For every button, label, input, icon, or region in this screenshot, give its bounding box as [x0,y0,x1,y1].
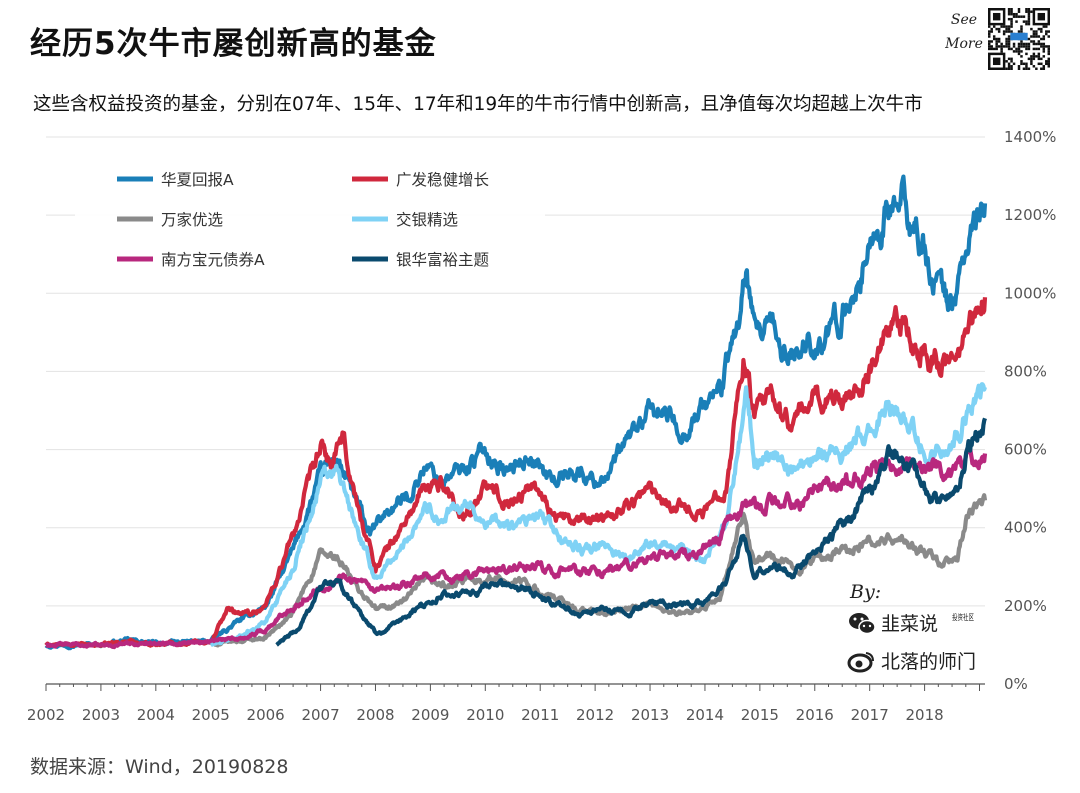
chart-subtitle: 这些含权益投资的基金，分别在07年、15年、17年和19年的牛市行情中创新高，且… [33,94,923,115]
x-tick-label: 2012 [576,706,614,724]
x-tick-label: 2003 [82,706,120,724]
y-tick-label: 1000% [1004,284,1056,302]
y-tick-label: 800% [1004,362,1047,380]
data-source: 数据来源：Wind，20190828 [30,756,289,778]
weibo-icon [847,652,874,673]
qr-code-graphic [988,8,1050,70]
y-tick-label: 0% [1004,675,1028,693]
y-tick-label: 200% [1004,597,1047,615]
y-tick-label: 1400% [1004,128,1056,146]
series-line [44,174,988,651]
x-tick-label: 2010 [466,706,504,724]
legend-label: 银华富裕主题 [396,251,489,269]
chart-title: 经历5次牛市屡创新高的基金 [30,26,437,62]
see-more-label: See More [945,12,983,52]
x-tick-label: 2011 [521,706,559,724]
x-tick-label: 2004 [137,706,175,724]
series-line [44,445,988,650]
credits-by: By: [849,581,881,603]
wechat-account-tag: 投资社区 [952,612,974,622]
x-tick-label: 2018 [906,706,944,724]
x-tick-label: 2017 [851,706,889,724]
series-line [209,382,988,647]
x-tick-label: 2007 [301,706,339,724]
legend-label: 南方宝元债券A [161,251,265,269]
legend-label: 万家优选 [161,211,223,229]
x-tick-label: 2005 [192,706,230,724]
qr-code-icon [988,8,1050,70]
wechat-account-name: 韭菜说 [881,613,938,635]
x-tick-label: 2014 [686,706,724,724]
legend-box [75,158,545,276]
x-tick-label: 2002 [27,706,65,724]
legend-label: 广发稳健增长 [396,171,489,189]
y-tick-label: 600% [1004,441,1047,459]
weibo-account-name: 北落的师门 [881,651,976,673]
wechat-icon [849,613,876,635]
x-tick-label: 2006 [247,706,285,724]
series-line [209,493,988,648]
y-tick-label: 400% [1004,519,1047,537]
x-tick-label: 2008 [356,706,394,724]
series-line [275,417,987,647]
legend-label: 华夏回报A [161,171,234,189]
x-tick-label: 2009 [411,706,449,724]
legend-label: 交银精选 [396,211,458,229]
x-tick-label: 2015 [741,706,779,724]
y-tick-label: 1200% [1004,206,1056,224]
x-tick-label: 2013 [631,706,669,724]
x-tick-label: 2016 [796,706,834,724]
